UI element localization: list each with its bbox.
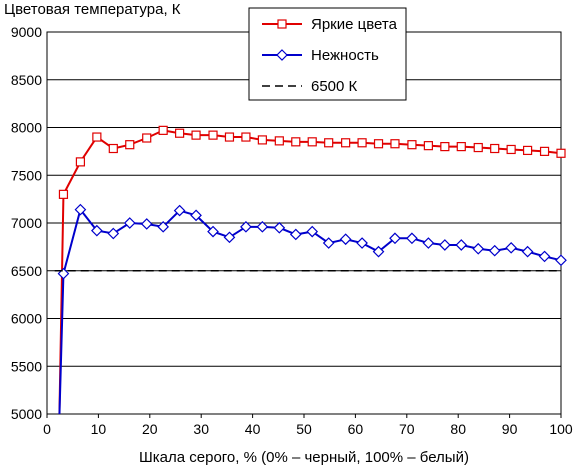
series-0-point: [291, 137, 301, 147]
series-1-point: [438, 239, 451, 251]
y-tick-label: 8000: [11, 120, 42, 136]
legend: Яркие цвета Нежность 6500 К: [248, 7, 407, 101]
series-1-point: [289, 228, 302, 241]
series-1-point: [521, 245, 534, 258]
series-1-point: [207, 225, 219, 238]
series-1-point: [91, 224, 103, 237]
x-tick-label: 10: [91, 421, 107, 437]
series-1-point: [256, 220, 269, 233]
series-0-point: [456, 142, 466, 152]
series-1-point: [223, 231, 236, 244]
series-1-point: [173, 204, 186, 217]
series-0-point: [341, 138, 351, 148]
x-tick-label: 70: [399, 421, 415, 437]
y-tick-label: 8500: [11, 72, 42, 88]
series-0-point: [307, 137, 317, 147]
x-tick-label: 50: [296, 421, 312, 437]
series-1-point: [339, 233, 352, 246]
x-tick-label: 60: [348, 421, 364, 437]
series-0-point: [257, 135, 267, 145]
series-0-point: [75, 157, 86, 167]
y-tick-label: 9000: [11, 24, 42, 40]
series-1-point: [538, 250, 551, 263]
series-0-point: [357, 138, 367, 148]
series-0-point: [58, 189, 69, 199]
series-1-point: [157, 220, 170, 233]
series-1-point: [455, 239, 468, 251]
y-tick-label: 5000: [11, 406, 42, 422]
x-tick-labels: 0 10 20 30 40 50 60 70 80 90 100: [43, 414, 573, 437]
x-tick-label: 0: [43, 421, 51, 437]
y-tick-label: 7000: [11, 215, 42, 231]
series-0-point: [522, 145, 533, 156]
x-tick-label: 90: [502, 421, 518, 437]
series-0-point: [108, 143, 118, 154]
y-tick-label: 5500: [11, 358, 42, 374]
y-tick-label: 6000: [11, 311, 42, 327]
series-0-point: [390, 139, 400, 149]
legend-label: Яркие цвета: [311, 16, 398, 33]
series-0-point: [423, 141, 433, 151]
series-0-point: [440, 142, 450, 152]
series-1-point: [74, 203, 87, 216]
series-layer: [54, 125, 567, 414]
series-0-point: [92, 132, 102, 142]
series-1-point: [406, 232, 418, 245]
series-1-point: [356, 237, 368, 249]
legend-swatch-marker: [277, 19, 287, 29]
y-tick-label: 7500: [11, 167, 42, 183]
y-axis-label: Цветовая температура, К: [4, 1, 181, 18]
series-1-point: [123, 217, 136, 229]
x-axis-label: Шкала серого, % (0% – черный, 100% – бел…: [139, 449, 469, 466]
y-tick-labels: 5000 5500 6000 6500 7000 7500 8000 8500 9000: [11, 24, 42, 422]
x-tick-label: 100: [549, 421, 573, 437]
series-0-point: [208, 130, 218, 140]
series-1-point: [422, 237, 435, 249]
series-1-point: [240, 220, 252, 233]
series-1-point: [505, 241, 517, 254]
series-0-point: [274, 136, 284, 146]
series-line-0: [58, 129, 561, 414]
series-1-point: [389, 232, 401, 245]
legend-label: Нежность: [311, 47, 379, 64]
series-0-point: [407, 140, 417, 150]
series-1-point: [273, 221, 286, 234]
series-1-point: [306, 225, 319, 238]
legend-label: 6500 К: [311, 78, 358, 95]
series-1-point: [322, 237, 335, 249]
series-1-point: [107, 227, 120, 240]
x-tick-label: 80: [450, 421, 466, 437]
series-line-1: [58, 207, 561, 414]
x-tick-label: 20: [142, 421, 158, 437]
series-1-point: [555, 254, 567, 267]
series-1-point: [372, 245, 385, 258]
series-0-point: [373, 139, 384, 149]
series-1-point: [190, 209, 202, 222]
y-tick-label: 6500: [11, 263, 42, 279]
series-0-point: [556, 148, 566, 158]
series-1-point: [140, 218, 153, 230]
series-1-point: [472, 242, 485, 255]
series-0-point: [539, 146, 550, 156]
series-0-point: [142, 133, 152, 143]
legend-swatch-marker: [276, 49, 288, 61]
series-0-point: [224, 132, 235, 142]
series-0-point: [506, 144, 516, 155]
series-0-point: [191, 130, 201, 140]
series-0-point: [158, 125, 168, 135]
series-0-point: [490, 143, 500, 154]
x-tick-label: 30: [193, 421, 209, 437]
series-0-point: [324, 138, 334, 148]
series-0-point: [125, 140, 135, 150]
series-0-point: [473, 142, 483, 153]
series-0-point: [175, 128, 185, 138]
series-0-point: [241, 132, 251, 142]
x-tick-label: 40: [245, 421, 261, 437]
series-1-point: [488, 244, 501, 257]
